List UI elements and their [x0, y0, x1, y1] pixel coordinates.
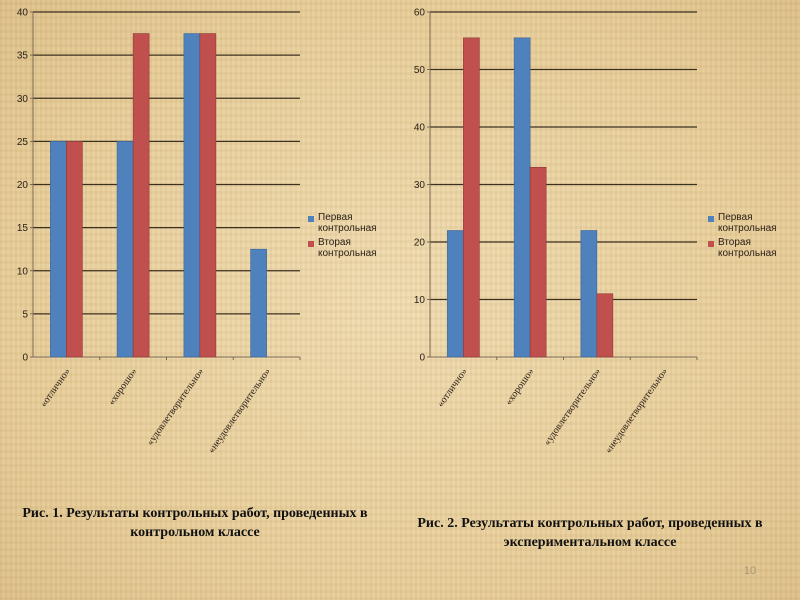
- x-tick-label: «хорошо»: [106, 366, 139, 407]
- legend-swatch: [708, 241, 714, 247]
- bar-first-test: [250, 248, 267, 358]
- bar-second-test: [463, 37, 480, 358]
- x-tick-label: «удовлетворительно»: [542, 366, 604, 447]
- bar-first-test: [50, 141, 67, 358]
- bar-first-test: [513, 37, 531, 358]
- y-tick-label: 10: [414, 295, 426, 306]
- x-tick-label: «неудовлетворительно»: [603, 366, 670, 455]
- legend-label-line1: Вторая: [318, 237, 351, 248]
- bar-first-test: [183, 33, 201, 358]
- bar-first-test: [580, 230, 598, 358]
- legend-label-line2: контрольная: [318, 248, 377, 259]
- legend-swatch: [708, 216, 714, 222]
- x-tick-label: «отлично»: [38, 366, 73, 409]
- legend-label-line1: Первая: [718, 212, 753, 223]
- legend-label-line2: контрольная: [718, 223, 777, 234]
- y-tick-label: 60: [414, 8, 426, 19]
- y-tick-label: 35: [17, 51, 29, 62]
- legend-swatch: [308, 241, 314, 247]
- legend-swatch: [308, 216, 314, 222]
- y-tick-label: 40: [17, 8, 29, 19]
- figure-2-caption: Рис. 2. Результаты контрольных работ, пр…: [417, 516, 763, 550]
- bar-second-test: [529, 166, 547, 358]
- x-tick-label: «отлично»: [435, 366, 470, 409]
- y-tick-label: 25: [17, 137, 29, 148]
- bar-first-test: [116, 141, 134, 358]
- y-tick-label: 0: [419, 353, 425, 364]
- page-number: 10: [743, 565, 757, 577]
- legend-label-line1: Первая: [318, 212, 353, 223]
- bar-first-test: [447, 230, 464, 358]
- figure-1-caption: Рис. 1. Результаты контрольных работ, пр…: [22, 506, 368, 540]
- chart-1: 0 5 10 15 20 25 30 35 40 «отлично» «хорошо» «удовле…: [17, 8, 377, 456]
- legend-label-line1: Вторая: [718, 237, 751, 248]
- chart-2: 0 10 20 30 40 50 60 «отлично» «хорошо» «удовлетво…: [414, 8, 777, 456]
- x-tick-label: «хорошо»: [503, 366, 536, 407]
- legend-label-line2: контрольная: [318, 223, 377, 234]
- bar-second-test: [132, 33, 150, 358]
- y-tick-label: 20: [17, 180, 29, 191]
- y-tick-label: 40: [414, 123, 426, 134]
- x-tick-label: «неудовлетворительно»: [206, 366, 273, 455]
- y-tick-label: 30: [17, 94, 29, 105]
- x-tick-label: «удовлетворительно»: [145, 366, 207, 447]
- y-tick-label: 30: [414, 180, 426, 191]
- y-tick-label: 15: [17, 223, 29, 234]
- y-tick-label: 5: [22, 309, 28, 320]
- y-tick-label: 20: [414, 238, 426, 249]
- bar-second-test: [596, 293, 614, 358]
- y-tick-label: 10: [17, 266, 29, 277]
- y-tick-label: 50: [414, 65, 426, 76]
- y-tick-label: 0: [22, 353, 28, 364]
- bar-second-test: [66, 141, 83, 358]
- bar-second-test: [199, 33, 217, 358]
- legend-label-line2: контрольная: [718, 248, 777, 259]
